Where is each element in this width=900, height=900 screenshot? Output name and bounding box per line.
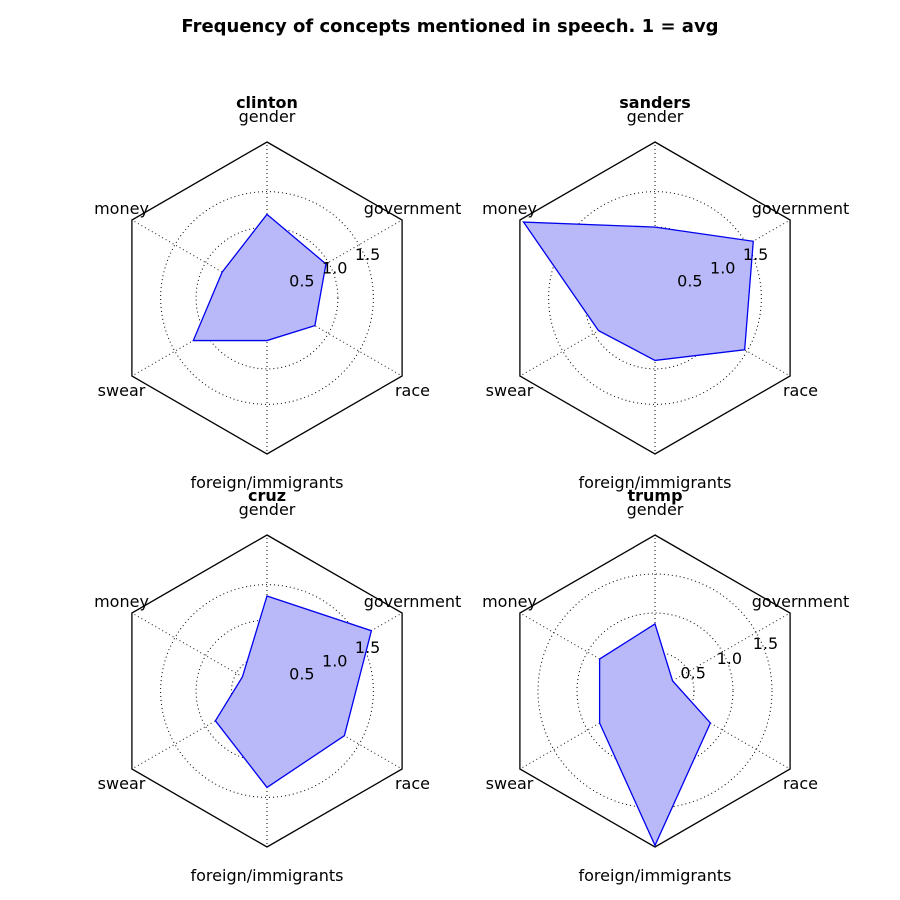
radar-panel-cruz: 0.5 1.0 1.5 gender government race foreign/imm… (94, 486, 461, 885)
axis-label-race: race (783, 774, 818, 793)
data-polygon (522, 221, 754, 362)
tick-label: 1.0 (322, 258, 347, 277)
axis-label-government: government (752, 592, 850, 611)
axis-label-foreign-immigrants: foreign/immigrants (579, 473, 732, 492)
axis-label-swear: swear (486, 381, 534, 400)
radar-panel-trump: 0.5 1.0 1.5 gender government race foreign/imm… (482, 486, 849, 885)
tick-label: 1.5 (355, 638, 380, 657)
panel-title: cruz (248, 486, 286, 505)
tick-label: 1.0 (322, 651, 347, 670)
hexagon-frame (131, 534, 403, 848)
hexagon-frame (131, 141, 403, 455)
axis-label-money: money (94, 199, 149, 218)
axis-label-gender: gender (627, 500, 684, 519)
tick-label: 0.5 (680, 663, 705, 682)
tick-label: 0.5 (677, 272, 702, 291)
grid-ring (548, 191, 762, 405)
axis-label-gender: gender (627, 107, 684, 126)
axis-label-swear: swear (98, 381, 146, 400)
figure-title: Frequency of concepts mentioned in speec… (181, 16, 718, 37)
tick-label: 0.5 (289, 665, 314, 684)
tick-label: 1.0 (717, 649, 742, 668)
axis-label-government: government (752, 199, 850, 218)
panel-title: trump (627, 486, 682, 505)
axis-label-money: money (482, 199, 537, 218)
panel-title: clinton (236, 93, 298, 112)
radar-panel-sanders: 0.5 1.0 1.5 gender government race foreign/imm… (482, 93, 849, 492)
tick-label: 1.0 (710, 258, 735, 277)
axis-label-foreign-immigrants: foreign/immigrants (191, 473, 344, 492)
tick-label: 1.5 (753, 634, 778, 653)
grid-ring (576, 612, 734, 770)
grid-ring (160, 191, 374, 405)
radar-panels: 0.5 1.0 1.5 gender government race foreign/imm… (94, 93, 849, 885)
axis-label-race: race (395, 381, 430, 400)
axis-label-government: government (364, 592, 462, 611)
grid-ring (160, 584, 374, 798)
axis-label-gender: gender (239, 500, 296, 519)
data-polygon (598, 622, 712, 848)
radar-panel-clinton: 0.5 1.0 1.5 gender government race foreign/imm… (94, 93, 461, 492)
tick-label: 0.5 (289, 272, 314, 291)
data-polygon (214, 595, 373, 789)
axis-label-money: money (94, 592, 149, 611)
axis-label-swear: swear (98, 774, 146, 793)
axis-label-race: race (395, 774, 430, 793)
tick-label: 1.5 (355, 245, 380, 264)
axis-label-swear: swear (486, 774, 534, 793)
tick-label: 1.5 (743, 245, 768, 264)
hexagon-frame (519, 141, 791, 455)
grid-ring (537, 573, 773, 809)
axis-label-government: government (364, 199, 462, 218)
axis-label-gender: gender (239, 107, 296, 126)
grid-ring (195, 226, 339, 370)
axis-label-money: money (482, 592, 537, 611)
axis-label-foreign-immigrants: foreign/immigrants (579, 866, 732, 885)
axis-label-foreign-immigrants: foreign/immigrants (191, 866, 344, 885)
axis-label-race: race (783, 381, 818, 400)
panel-title: sanders (619, 93, 690, 112)
grid-ring (615, 651, 695, 731)
